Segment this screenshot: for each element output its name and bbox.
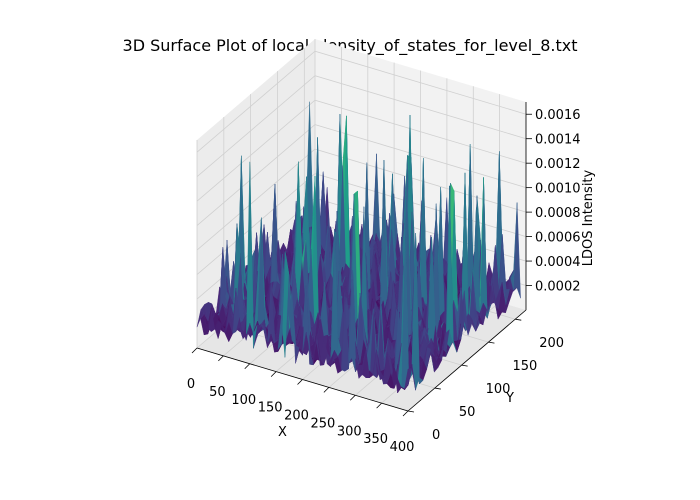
z-grid-line (196, 75, 527, 178)
z-grid-line (196, 124, 527, 226)
x-tick-mark (297, 379, 303, 385)
y-tick-mark (461, 364, 468, 367)
tick-labels: 0501001502002503003504000501001502000.00… (187, 108, 581, 455)
z-tick-label: 0.0014 (535, 133, 581, 148)
z-tick-label: 0.0012 (535, 157, 581, 172)
y-tick-label: 50 (459, 405, 476, 420)
z-axis-label: LDOS Intensity (581, 169, 596, 266)
z-tick-label: 0.0016 (535, 108, 581, 123)
x-tick-label: 400 (390, 440, 415, 455)
x-tick-mark (376, 402, 382, 409)
y-tick-mark (407, 410, 415, 413)
x-tick-mark (191, 347, 198, 354)
z-tick-label: 0.0008 (535, 206, 581, 221)
z-tick-label: 0.0004 (535, 255, 581, 270)
y-tick-label: 200 (539, 336, 564, 351)
y-axis-line (407, 309, 527, 412)
x-tick-label: 300 (337, 424, 362, 439)
y-tick-label: 150 (512, 359, 537, 374)
z-tick-label: 0.0006 (535, 231, 581, 246)
y-axis-label: Y (505, 391, 514, 406)
x-tick-label: 100 (231, 393, 256, 408)
x-tick-label: 150 (258, 401, 283, 416)
x-tick-mark (349, 394, 356, 401)
x-axis-label: X (278, 425, 287, 440)
x-tick-mark (244, 363, 251, 370)
x-tick-mark (270, 371, 277, 377)
z-grid-line (196, 148, 527, 251)
surface-cell (196, 309, 205, 328)
z-grid-line (196, 99, 527, 202)
y-tick-mark (434, 387, 441, 390)
x-tick-label: 50 (209, 385, 226, 400)
x-tick-label: 0 (187, 377, 195, 392)
z-grid-line (196, 50, 527, 153)
y-tick-label: 0 (432, 428, 440, 443)
y-tick-mark (515, 318, 522, 321)
y-tick-label: 100 (486, 382, 511, 397)
y-tick-mark (488, 341, 495, 344)
x-tick-mark (323, 387, 330, 393)
surface-mesh (196, 101, 521, 394)
z-tick-label: 0.0010 (535, 182, 581, 197)
x-tick-label: 250 (310, 416, 335, 431)
x-tick-label: 200 (284, 409, 309, 424)
x-tick-mark (402, 410, 409, 417)
x-tick-label: 350 (363, 432, 388, 447)
x-tick-mark (218, 355, 224, 362)
chart-title: 3D Surface Plot of local_density_of_stat… (122, 36, 578, 55)
z-tick-label: 0.0002 (535, 280, 581, 295)
